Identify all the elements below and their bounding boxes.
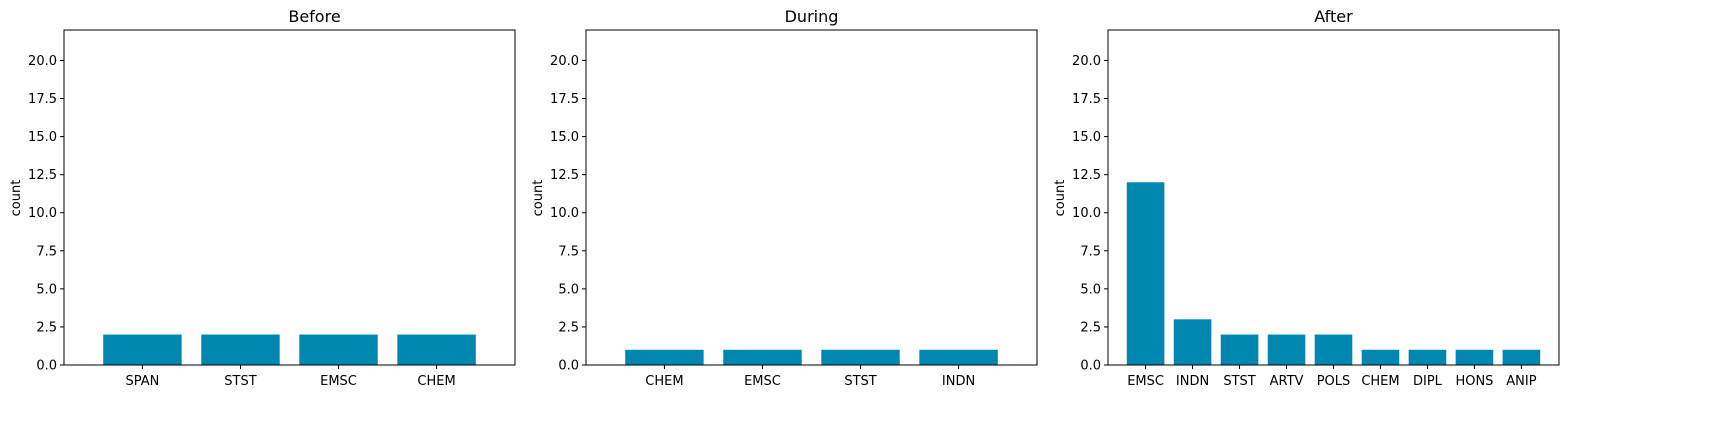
bar-span bbox=[103, 334, 182, 365]
y-tick-label: 17.5 bbox=[1072, 92, 1101, 107]
x-axis: EMSC INDN STST ARTV POLS CHEM DIPL HONS ANIP bbox=[1127, 365, 1537, 389]
bar-hons bbox=[1455, 349, 1494, 365]
bar-anip bbox=[1502, 349, 1541, 365]
y-tick-label: 10.0 bbox=[28, 206, 57, 221]
y-tick-label: 20.0 bbox=[28, 54, 57, 69]
y-tick-label: 12.5 bbox=[550, 168, 579, 183]
x-tick-label: CHEM bbox=[1361, 374, 1399, 389]
x-tick-label: SPAN bbox=[125, 374, 159, 389]
panel-before: Before count 0.0 2.5 5.0 7.5 10.0 12.5 15.0 17.… bbox=[9, 7, 516, 389]
bar-chem bbox=[625, 349, 704, 365]
panel-after: After count 0.0 2.5 5.0 7.5 10.0 12.5 15.0 17.5… bbox=[1053, 7, 1560, 389]
chart-title: During bbox=[785, 7, 839, 26]
x-tick-label: EMSC bbox=[320, 374, 357, 389]
bar-dipl bbox=[1408, 349, 1447, 365]
y-tick-label: 0.0 bbox=[36, 359, 57, 374]
bar-emsc bbox=[723, 349, 802, 365]
y-axis: 0.0 2.5 5.0 7.5 10.0 12.5 15.0 17.5 20.0 bbox=[28, 54, 64, 374]
chart-title: After bbox=[1314, 7, 1353, 26]
y-tick-label: 17.5 bbox=[28, 92, 57, 107]
y-axis: 0.0 2.5 5.0 7.5 10.0 12.5 15.0 17.5 20.0 bbox=[550, 54, 586, 374]
y-tick-label: 7.5 bbox=[558, 244, 579, 259]
y-tick-label: 2.5 bbox=[36, 320, 57, 335]
bar-stst bbox=[1220, 334, 1259, 365]
y-axis-label: count bbox=[1053, 180, 1068, 217]
bar-chem bbox=[397, 334, 476, 365]
bar-group bbox=[625, 349, 998, 365]
y-tick-label: 2.5 bbox=[1080, 320, 1101, 335]
plot-frame bbox=[63, 29, 516, 366]
y-tick-label: 12.5 bbox=[28, 168, 57, 183]
y-tick-label: 0.0 bbox=[558, 359, 579, 374]
x-tick-label: POLS bbox=[1317, 374, 1351, 389]
bar-stst bbox=[821, 349, 900, 365]
y-tick-label: 10.0 bbox=[550, 206, 579, 221]
y-tick-label: 7.5 bbox=[1080, 244, 1101, 259]
y-tick-label: 2.5 bbox=[558, 320, 579, 335]
x-tick-label: CHEM bbox=[645, 374, 683, 389]
y-axis-label: count bbox=[9, 180, 24, 217]
bar-emsc bbox=[1126, 182, 1165, 365]
bar-chem bbox=[1361, 349, 1400, 365]
x-tick-label: HONS bbox=[1455, 374, 1493, 389]
y-tick-label: 15.0 bbox=[550, 130, 579, 145]
x-tick-label: ARTV bbox=[1270, 374, 1304, 389]
bar-indn bbox=[1173, 319, 1212, 365]
y-tick-label: 15.0 bbox=[1072, 130, 1101, 145]
x-tick-label: DIPL bbox=[1413, 374, 1443, 389]
x-tick-label: STST bbox=[844, 374, 876, 389]
y-tick-label: 0.0 bbox=[1080, 359, 1101, 374]
y-tick-label: 17.5 bbox=[550, 92, 579, 107]
x-tick-label: ANIP bbox=[1506, 374, 1536, 389]
x-tick-label: INDN bbox=[942, 374, 975, 389]
x-tick-label: STST bbox=[224, 374, 256, 389]
bar-artv bbox=[1267, 334, 1306, 365]
y-axis: 0.0 2.5 5.0 7.5 10.0 12.5 15.0 17.5 20.0 bbox=[1072, 54, 1108, 374]
y-tick-label: 5.0 bbox=[558, 282, 579, 297]
y-tick-label: 12.5 bbox=[1072, 168, 1101, 183]
bar-group bbox=[103, 334, 476, 365]
bar-group bbox=[1126, 182, 1541, 365]
bar-emsc bbox=[299, 334, 378, 365]
bar-indn bbox=[919, 349, 998, 365]
panel-during: During count 0.0 2.5 5.0 7.5 10.0 12.5 15.0 17.… bbox=[531, 7, 1038, 389]
y-tick-label: 7.5 bbox=[36, 244, 57, 259]
x-tick-label: EMSC bbox=[744, 374, 781, 389]
x-tick-label: STST bbox=[1223, 374, 1255, 389]
y-axis-label: count bbox=[531, 180, 546, 217]
x-tick-label: EMSC bbox=[1127, 374, 1164, 389]
y-tick-label: 10.0 bbox=[1072, 206, 1101, 221]
x-tick-label: CHEM bbox=[417, 374, 455, 389]
x-axis: SPAN STST EMSC CHEM bbox=[125, 365, 456, 389]
bar-pols bbox=[1314, 334, 1353, 365]
y-tick-label: 5.0 bbox=[36, 282, 57, 297]
plot-frame bbox=[585, 29, 1038, 366]
chart-title: Before bbox=[288, 7, 340, 26]
x-axis: CHEM EMSC STST INDN bbox=[645, 365, 975, 389]
y-tick-label: 15.0 bbox=[28, 130, 57, 145]
bar-stst bbox=[201, 334, 280, 365]
plot-frame bbox=[1107, 29, 1560, 366]
y-tick-label: 20.0 bbox=[550, 54, 579, 69]
y-tick-label: 20.0 bbox=[1072, 54, 1101, 69]
y-tick-label: 5.0 bbox=[1080, 282, 1101, 297]
x-tick-label: INDN bbox=[1176, 374, 1209, 389]
